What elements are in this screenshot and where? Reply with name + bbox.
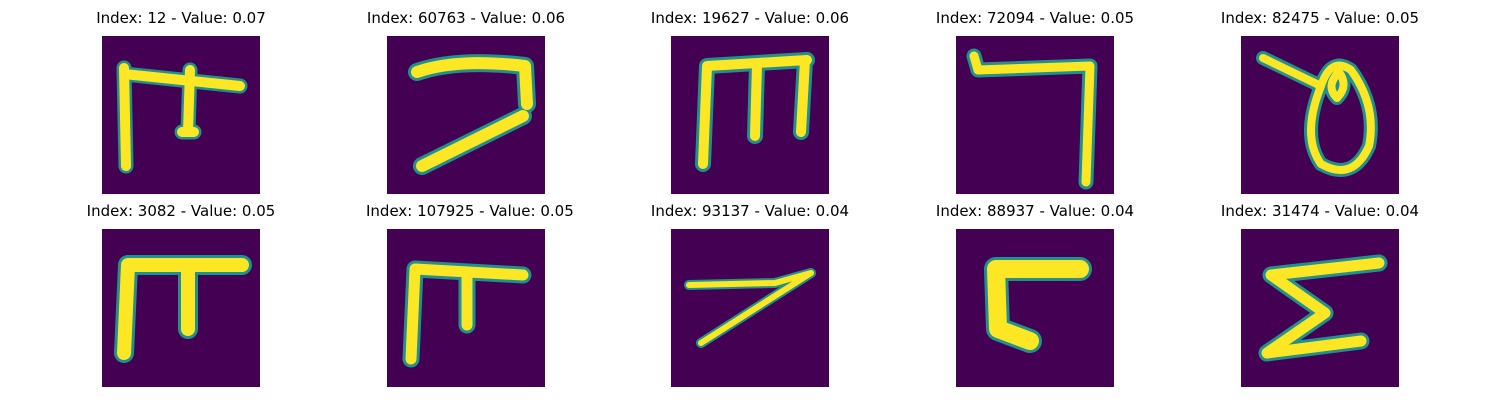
tile-title: Index: 93137 - Value: 0.04 (650, 202, 850, 220)
tile-title: Index: 60763 - Value: 0.06 (366, 9, 566, 27)
tile-title: Index: 31474 - Value: 0.04 (1220, 202, 1420, 220)
tile-title: Index: 82475 - Value: 0.05 (1220, 9, 1420, 27)
handwritten-glyph-image (956, 229, 1114, 387)
handwritten-glyph-image (102, 36, 260, 194)
tile-title: Index: 88937 - Value: 0.04 (935, 202, 1135, 220)
tile-title: Index: 72094 - Value: 0.05 (935, 9, 1135, 27)
handwritten-glyph-image (956, 36, 1114, 194)
tile-title: Index: 12 - Value: 0.07 (96, 9, 266, 27)
handwritten-glyph-image (387, 229, 545, 387)
tile-title: Index: 107925 - Value: 0.05 (366, 202, 574, 220)
handwritten-glyph-image (671, 36, 829, 194)
handwritten-glyph-image (1241, 229, 1399, 387)
tile-title: Index: 3082 - Value: 0.05 (86, 202, 276, 220)
handwritten-glyph-image (1241, 36, 1399, 194)
handwritten-glyph-image (102, 229, 260, 387)
handwritten-glyph-image (671, 229, 829, 387)
tile-title: Index: 19627 - Value: 0.06 (650, 9, 850, 27)
handwritten-glyph-image (387, 36, 545, 194)
